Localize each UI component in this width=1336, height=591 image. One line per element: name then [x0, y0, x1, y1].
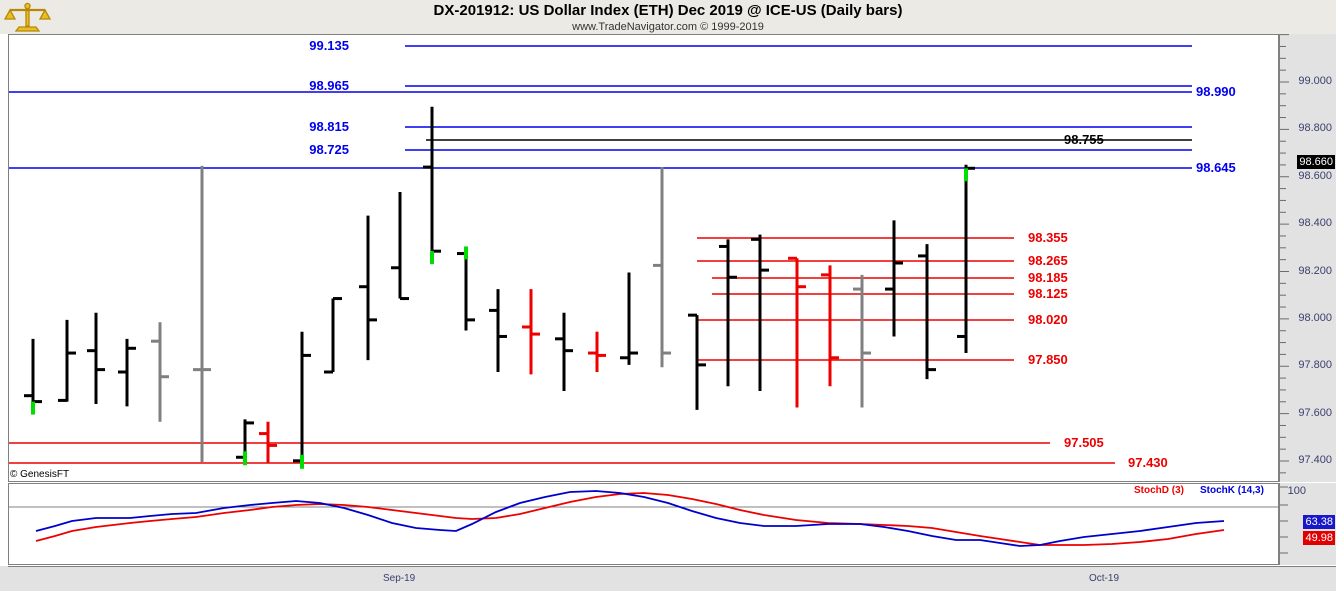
stochk-line	[35, 490, 1225, 547]
price-level-label[interactable]: 98.020	[1028, 312, 1068, 327]
price-chart-canvas	[9, 45, 1192, 469]
last-price-badge: 98.660	[1297, 154, 1335, 169]
ohlc-bar[interactable]	[522, 289, 540, 375]
ohlc-bar[interactable]	[423, 106, 441, 265]
price-axis-tick-label: 97.800	[1298, 359, 1332, 372]
ohlc-bar[interactable]	[236, 419, 254, 466]
price-level-label[interactable]: 98.645	[1196, 160, 1236, 175]
ohlc-bar[interactable]	[653, 167, 671, 368]
ohlc-bar[interactable]	[193, 165, 211, 462]
page-title: DX-201912: US Dollar Index (ETH) Dec 201…	[433, 2, 903, 19]
ohlc-bar[interactable]	[58, 319, 76, 402]
price-axis-ticks	[1280, 34, 1289, 474]
ohlc-bar[interactable]	[359, 215, 377, 361]
ohlc-bar[interactable]	[118, 338, 136, 407]
scales-balance-icon	[3, 1, 52, 33]
ohlc-bar[interactable]	[151, 322, 169, 422]
stochk-value-badge: 63.38	[1303, 515, 1335, 529]
ohlc-bar[interactable]	[24, 338, 42, 415]
price-level-label[interactable]: 98.755	[1064, 132, 1104, 147]
price-axis-tick-label: 98.600	[1298, 169, 1332, 182]
price-level-label[interactable]: 98.815	[309, 119, 349, 134]
price-level-label[interactable]: 98.125	[1028, 286, 1068, 301]
price-level-label[interactable]: 98.185	[1028, 270, 1068, 285]
price-level-label[interactable]: 98.965	[309, 78, 349, 93]
price-axis-tick-label: 98.200	[1298, 264, 1332, 277]
ohlc-bar[interactable]	[620, 272, 638, 365]
price-chart-pane[interactable]	[8, 34, 1279, 482]
price-level-label[interactable]: 98.725	[309, 142, 349, 157]
ohlc-bar[interactable]	[259, 421, 277, 464]
ohlc-bar[interactable]	[918, 244, 936, 380]
stochastic-canvas	[9, 490, 1278, 547]
time-axis[interactable]: Sep-19 Oct-19	[8, 566, 1336, 591]
ohlc-bar[interactable]	[391, 191, 409, 301]
ohlc-bar[interactable]	[555, 312, 573, 391]
title-bar: DX-201912: US Dollar Index (ETH) Dec 201…	[0, 0, 1336, 34]
ohlc-bar[interactable]	[885, 220, 903, 337]
stochastic-axis[interactable]: 100 63.38 49.98	[1279, 483, 1336, 565]
price-level-label[interactable]: 98.265	[1028, 253, 1068, 268]
ohlc-bar[interactable]	[87, 312, 105, 404]
price-axis-tick-label: 99.000	[1298, 75, 1332, 87]
price-axis-tick-label: 97.600	[1298, 406, 1332, 419]
price-axis-tick-label: 98.000	[1298, 311, 1332, 324]
ohlc-bar[interactable]	[821, 265, 839, 387]
ohlc-bar[interactable]	[293, 331, 311, 469]
price-level-label[interactable]: 97.430	[1128, 455, 1168, 470]
ohlc-bar[interactable]	[324, 297, 342, 374]
ohlc-bar[interactable]	[853, 274, 871, 408]
ohlc-bar[interactable]	[751, 234, 769, 391]
price-level-label[interactable]: 99.135	[309, 38, 349, 53]
ohlc-bar[interactable]	[719, 239, 737, 387]
price-axis-tick-label: 98.400	[1298, 217, 1332, 230]
ohlc-bar[interactable]	[688, 313, 706, 410]
time-axis-tick-label: Sep-19	[383, 573, 416, 584]
legend-stochd[interactable]: StochD (3)	[1134, 485, 1184, 496]
watermark: © GenesisFT	[10, 469, 70, 480]
price-level-label[interactable]: 97.505	[1064, 435, 1104, 450]
stochastic-pane[interactable]	[8, 483, 1279, 565]
ohlc-bar[interactable]	[457, 246, 475, 331]
legend-stochk[interactable]: StochK (14,3)	[1200, 485, 1264, 496]
ohlc-bar[interactable]	[489, 289, 507, 372]
stoch-top-label: 100	[1287, 485, 1306, 497]
price-axis-tick-label: 97.400	[1298, 454, 1332, 466]
price-axis-tick-label: 98.800	[1298, 122, 1332, 135]
price-level-label[interactable]: 98.990	[1196, 84, 1236, 99]
stochd-line	[35, 492, 1225, 546]
ohlc-bar[interactable]	[957, 164, 975, 354]
ohlc-bar[interactable]	[788, 256, 806, 408]
subtitle: www.TradeNavigator.com © 1999-2019	[572, 21, 764, 33]
price-level-label[interactable]: 97.850	[1028, 352, 1068, 367]
stochd-value-badge: 49.98	[1303, 531, 1335, 545]
ohlc-bar[interactable]	[588, 331, 606, 372]
price-axis[interactable]: 99.000 98.800 98.600 98.400 98.200 98.000 97.8…	[1279, 34, 1336, 482]
stochastic-axis-ticks	[1280, 486, 1288, 554]
time-axis-tick-label: Oct-19	[1089, 573, 1120, 584]
price-level-label[interactable]: 98.355	[1028, 230, 1068, 245]
